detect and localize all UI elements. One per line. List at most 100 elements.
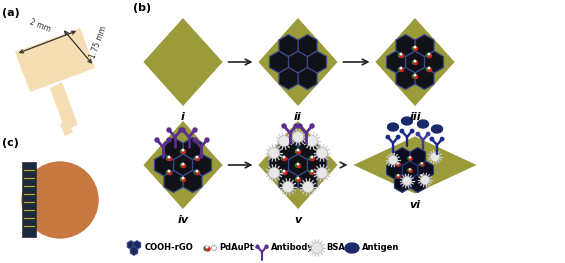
Circle shape — [256, 245, 259, 248]
Polygon shape — [396, 68, 415, 89]
Polygon shape — [127, 240, 135, 250]
Circle shape — [412, 60, 416, 64]
Ellipse shape — [418, 120, 428, 128]
Polygon shape — [258, 18, 338, 106]
Circle shape — [399, 53, 402, 55]
Polygon shape — [183, 138, 202, 159]
Text: Antibody: Antibody — [271, 244, 314, 252]
Polygon shape — [402, 161, 418, 179]
Circle shape — [181, 128, 185, 132]
Circle shape — [179, 128, 183, 132]
Circle shape — [402, 176, 411, 185]
Circle shape — [397, 163, 400, 166]
Polygon shape — [394, 174, 410, 193]
Circle shape — [194, 170, 198, 174]
Ellipse shape — [402, 117, 412, 125]
Polygon shape — [375, 18, 455, 106]
Polygon shape — [307, 154, 327, 176]
Text: PdAuPt: PdAuPt — [219, 244, 254, 252]
Circle shape — [414, 75, 418, 79]
Polygon shape — [289, 154, 307, 176]
Circle shape — [167, 170, 170, 174]
Circle shape — [297, 163, 299, 165]
Circle shape — [409, 157, 412, 160]
Polygon shape — [386, 161, 402, 179]
Circle shape — [397, 174, 399, 176]
Circle shape — [421, 163, 424, 166]
Circle shape — [211, 245, 216, 250]
Polygon shape — [15, 28, 95, 92]
Polygon shape — [144, 18, 223, 106]
Circle shape — [167, 128, 171, 132]
Circle shape — [396, 175, 399, 178]
Circle shape — [282, 170, 285, 173]
Text: (b): (b) — [133, 3, 151, 13]
Polygon shape — [353, 136, 477, 194]
Polygon shape — [415, 34, 434, 57]
Text: v: v — [294, 215, 302, 225]
Circle shape — [294, 124, 298, 128]
Polygon shape — [279, 34, 298, 57]
Circle shape — [193, 138, 197, 142]
Circle shape — [431, 153, 440, 161]
Polygon shape — [298, 68, 317, 89]
Circle shape — [293, 132, 303, 143]
Polygon shape — [396, 34, 415, 57]
Circle shape — [311, 157, 315, 160]
Circle shape — [182, 178, 185, 181]
Circle shape — [409, 169, 412, 172]
Circle shape — [298, 124, 302, 128]
Polygon shape — [298, 138, 317, 159]
Circle shape — [295, 178, 299, 181]
Polygon shape — [424, 51, 444, 73]
Circle shape — [206, 247, 210, 251]
Circle shape — [412, 47, 416, 50]
Circle shape — [409, 156, 411, 159]
Circle shape — [182, 150, 185, 154]
Circle shape — [414, 47, 418, 50]
Polygon shape — [279, 170, 298, 193]
Circle shape — [279, 135, 289, 146]
Circle shape — [180, 164, 184, 167]
Circle shape — [427, 132, 430, 136]
Circle shape — [408, 157, 411, 160]
Circle shape — [182, 149, 184, 151]
Text: COOH-rGO: COOH-rGO — [145, 244, 194, 252]
Circle shape — [281, 156, 285, 160]
Circle shape — [297, 150, 301, 154]
Circle shape — [283, 171, 286, 175]
Circle shape — [400, 54, 403, 58]
Circle shape — [420, 175, 429, 185]
Circle shape — [440, 137, 444, 141]
Polygon shape — [410, 148, 425, 165]
Text: Antigen: Antigen — [362, 244, 399, 252]
Circle shape — [168, 156, 171, 158]
Circle shape — [428, 68, 432, 72]
Circle shape — [22, 162, 98, 238]
Circle shape — [410, 129, 414, 133]
Polygon shape — [418, 161, 433, 179]
Circle shape — [168, 171, 172, 175]
Circle shape — [206, 245, 208, 249]
Circle shape — [182, 177, 184, 179]
Polygon shape — [298, 34, 317, 57]
Text: 2 mm: 2 mm — [28, 17, 52, 34]
Circle shape — [282, 181, 293, 193]
Circle shape — [428, 53, 431, 55]
Circle shape — [196, 171, 199, 175]
Polygon shape — [258, 121, 338, 209]
Ellipse shape — [388, 123, 398, 131]
Text: (a): (a) — [2, 8, 20, 18]
Circle shape — [195, 170, 198, 173]
Text: BSA: BSA — [326, 244, 345, 252]
Circle shape — [268, 168, 280, 179]
Circle shape — [427, 53, 430, 57]
Circle shape — [205, 138, 209, 142]
Circle shape — [420, 175, 423, 178]
Circle shape — [265, 245, 268, 248]
Circle shape — [195, 156, 198, 158]
Circle shape — [421, 175, 424, 178]
Circle shape — [399, 67, 402, 69]
Text: iii: iii — [409, 112, 421, 122]
Circle shape — [306, 135, 318, 146]
